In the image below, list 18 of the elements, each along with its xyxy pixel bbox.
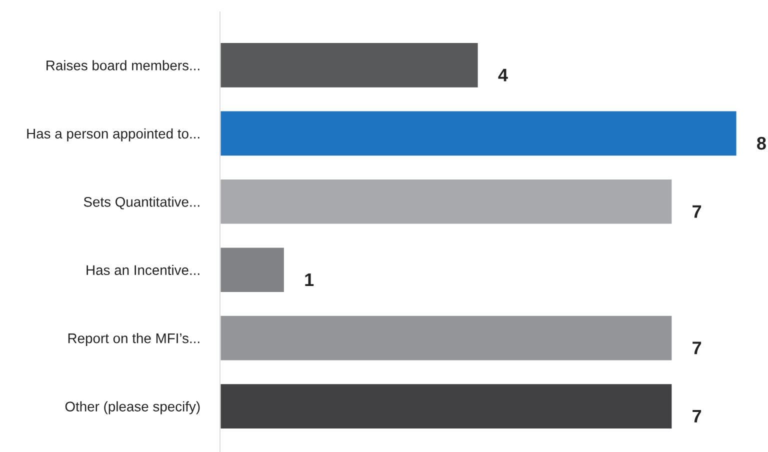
y-tick-label: Raises board members... (46, 60, 200, 70)
bar (220, 110, 737, 157)
data-label: 8 (757, 136, 766, 150)
data-label: 4 (498, 68, 508, 82)
y-tick-label: Sets Quantitative... (84, 196, 200, 210)
data-label: 7 (692, 342, 702, 354)
bar (220, 42, 480, 89)
data-label: 7 (692, 205, 702, 218)
y-tick-label: Has a person appointed to... (27, 128, 200, 142)
bar (220, 314, 674, 362)
bar (220, 178, 674, 226)
data-label: 7 (692, 410, 702, 422)
y-tick-label: Report on the MFI’s... (68, 333, 200, 346)
data-label: 1 (305, 274, 314, 286)
bar (220, 246, 286, 294)
y-tick-label: Other (please specify) (65, 401, 200, 414)
bar (220, 382, 674, 430)
y-tick-label: Has an Incentive... (86, 264, 200, 276)
